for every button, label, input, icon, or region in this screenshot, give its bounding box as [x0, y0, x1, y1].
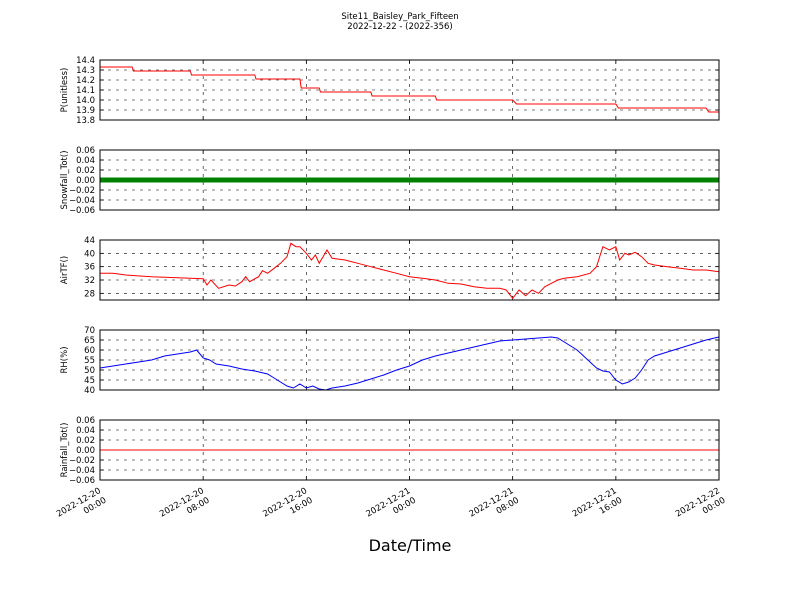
y-axis-label: RH(%) — [60, 346, 70, 373]
plot-frame — [99, 149, 720, 211]
y-tick-label: 32 — [84, 276, 95, 286]
subplot-1: 14.414.314.214.114.013.913.8 P(unitless) — [60, 56, 720, 126]
y-tick-label: 0.04 — [76, 156, 95, 166]
y-tick-label: −0.04 — [69, 466, 95, 476]
y-tick-label: 44 — [84, 236, 95, 246]
y-tick-label: −0.02 — [69, 186, 95, 196]
y-tick-label: 0.02 — [76, 436, 95, 446]
y-tick-label: 13.9 — [76, 106, 95, 116]
subplot-3: 44 40 36 32 28 AirTF() — [60, 236, 720, 301]
data-series-line — [99, 336, 720, 391]
y-tick-label: 0.00 — [76, 176, 95, 186]
y-tick-label: 60 — [84, 346, 95, 356]
y-tick-label: 0.02 — [76, 166, 95, 176]
y-tick-label: 40 — [84, 249, 95, 259]
plot-frame — [99, 239, 720, 301]
y-tick-label: 50 — [84, 366, 95, 376]
chart-title-line1: Site11_Baisley_Park_Fifteen — [341, 12, 458, 22]
y-tick-label: 70 — [84, 326, 95, 336]
plot-frame — [99, 59, 720, 121]
y-tick-label: 14.0 — [76, 96, 95, 106]
y-tick-label: 40 — [84, 386, 95, 396]
y-tick-label: −0.06 — [69, 206, 95, 216]
y-tick-label: 65 — [84, 336, 95, 346]
y-tick-label: −0.06 — [69, 476, 95, 486]
y-tick-label: 0.06 — [76, 416, 95, 426]
x-axis-label: Date/Time — [369, 536, 452, 555]
plot-frame — [99, 419, 720, 481]
data-series-line — [100, 242, 720, 300]
y-tick-label: 14.1 — [76, 86, 95, 96]
y-tick-label: 13.8 — [76, 116, 95, 126]
subplot-5: 0.060.040.020.00−0.02−0.04−0.06Rainfall_… — [60, 416, 720, 486]
y-tick-label: −0.02 — [69, 456, 95, 466]
y-axis-label: Snowfall_Tot() — [60, 150, 70, 209]
y-tick-label: −0.04 — [69, 196, 95, 206]
y-tick-label: 14.3 — [76, 66, 95, 76]
y-tick-label: 28 — [84, 289, 95, 299]
y-tick-label: 14.2 — [76, 76, 95, 86]
subplots: 14.414.314.214.114.013.913.8 P(unitless) 0… — [60, 56, 720, 486]
y-tick-label: 0.00 — [76, 446, 95, 456]
y-tick-label: 55 — [84, 356, 95, 366]
y-tick-label: 0.06 — [76, 146, 95, 156]
chart-title-line2: 2022-12-22 - (2022-356) — [347, 22, 452, 32]
subplot-2: 0.060.040.020.00−0.02−0.04−0.06Snowfall_… — [60, 146, 720, 216]
y-tick-label: 45 — [84, 376, 95, 386]
y-tick-label: 0.04 — [76, 426, 95, 436]
data-series-line — [100, 66, 719, 113]
y-axis-label: Rainfall_Tot() — [60, 423, 70, 478]
y-tick-label: 14.4 — [76, 56, 95, 66]
y-tick-label: 36 — [84, 263, 95, 273]
plot-frame — [99, 329, 720, 391]
y-axis-label: AirTF() — [60, 256, 70, 284]
y-axis-label: P(unitless) — [60, 68, 70, 113]
